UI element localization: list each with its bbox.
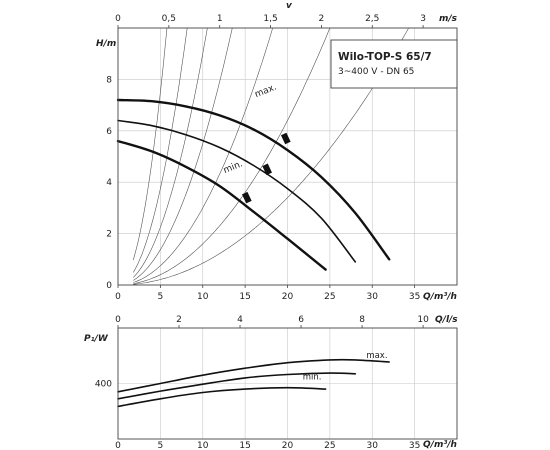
power-curve-labels: max. min. <box>303 351 388 383</box>
flow-ls-tick-label: 6 <box>298 315 304 325</box>
head-curves <box>116 98 391 271</box>
velocity-tick-label: 1,5 <box>263 14 277 24</box>
x-tick-label: 35 <box>409 441 420 450</box>
power-curves <box>117 358 390 408</box>
curve-label: min. <box>222 159 244 176</box>
x-tick-label: 30 <box>367 441 379 450</box>
velocity-tick-label: 2,5 <box>365 14 379 24</box>
flow-ls-axis-label: Q/l/s <box>435 315 458 325</box>
x-tick-label: 25 <box>324 292 335 302</box>
flow-ls-tick-label: 4 <box>237 315 243 325</box>
system-curve <box>133 28 331 284</box>
velocity-axis-label: v <box>286 1 293 11</box>
system-curve <box>133 28 208 278</box>
head-chart: max. min. 0 5 10 15 20 25 30 35 0 2 4 6 8 0 0,5 1 1,5 2 2,5… <box>96 1 458 302</box>
head-curve-labels: max. min. <box>222 82 278 176</box>
system-curves <box>133 28 410 285</box>
power-chart: max. min. 0 5 10 15 20 25 30 35 400 0 2 4 6 8 10 P₁/W Q… <box>84 315 458 450</box>
velocity-tick-label: 1 <box>217 14 223 24</box>
x-tick-label: 10 <box>197 292 209 302</box>
x-tick-label: 25 <box>324 441 335 450</box>
y-tick-label: 8 <box>106 75 112 85</box>
power-plot-frame <box>117 327 458 440</box>
curve-label: min. <box>303 372 322 382</box>
velocity-tick-label: 0,5 <box>162 14 176 24</box>
chart-subtitle: 3~400 V - DN 65 <box>338 67 414 77</box>
operating-marker <box>262 163 272 176</box>
x-tick-label: 35 <box>409 292 420 302</box>
y-tick-label: 4 <box>106 178 112 188</box>
x-tick-label: 10 <box>197 441 209 450</box>
operating-markers <box>241 132 291 204</box>
power-tick-labels: 0 5 10 15 20 25 30 35 400 0 2 4 6 8 10 <box>95 315 429 450</box>
x-tick-label: 0 <box>115 441 121 450</box>
x-tick-label: 15 <box>239 292 250 302</box>
head-tick-labels: 0 5 10 15 20 25 30 35 0 2 4 6 8 0 0,5 1 1,5 2 2,5 3 <box>106 14 426 302</box>
title-box <box>330 39 458 89</box>
system-curve <box>133 28 410 285</box>
flow-ls-tick-label: 2 <box>176 315 182 325</box>
y-tick-label: 0 <box>106 281 112 291</box>
head-x-axis-label: Q/m³/h <box>423 292 457 302</box>
head-curve <box>116 98 391 261</box>
y-tick-label: 400 <box>95 380 112 390</box>
power-curve <box>117 386 327 408</box>
power-curve <box>117 372 357 400</box>
system-curve <box>133 28 188 273</box>
x-tick-label: 5 <box>158 441 164 450</box>
velocity-tick-label: 3 <box>420 14 426 24</box>
head-y-axis-label: H/m <box>96 39 116 49</box>
head-curve <box>116 139 327 271</box>
velocity-tick-label: 0 <box>115 14 121 24</box>
y-tick-label: 2 <box>106 230 112 240</box>
x-tick-label: 30 <box>367 292 379 302</box>
flow-ls-tick-label: 8 <box>359 315 365 325</box>
system-curve <box>133 28 233 281</box>
chart-title: Wilo-TOP-S 65/7 <box>338 51 432 63</box>
power-curve <box>117 358 390 393</box>
y-tick-label: 6 <box>106 127 112 137</box>
x-tick-label: 20 <box>282 441 294 450</box>
x-tick-label: 0 <box>115 292 121 302</box>
velocity-tick-label: 2 <box>319 14 325 24</box>
power-x-axis-label: Q/m³/h <box>423 440 457 450</box>
flow-ls-tick-label: 10 <box>417 315 429 325</box>
head-curve <box>117 119 357 263</box>
curve-label: max. <box>254 82 279 100</box>
x-tick-label: 15 <box>239 441 250 450</box>
velocity-unit-label: m/s <box>439 14 458 24</box>
system-curve <box>133 28 168 261</box>
x-tick-label: 20 <box>282 292 294 302</box>
power-y-axis-label: P₁/W <box>84 334 109 344</box>
x-tick-label: 5 <box>158 292 164 302</box>
system-curve <box>133 28 274 283</box>
curve-label: max. <box>366 351 387 361</box>
power-grid <box>118 328 457 439</box>
operating-marker <box>280 132 291 145</box>
flow-ls-tick-label: 0 <box>115 315 121 325</box>
operating-marker <box>241 191 252 204</box>
